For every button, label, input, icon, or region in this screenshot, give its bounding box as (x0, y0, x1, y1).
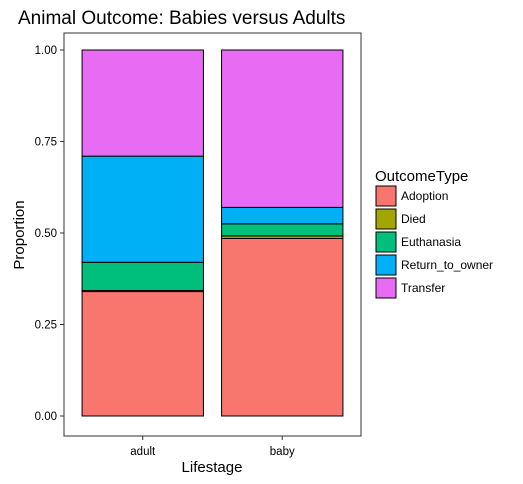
legend-key-return-to-owner (376, 255, 396, 275)
legend-title: OutcomeType (375, 168, 468, 185)
y-tick-label: 1.00 (35, 45, 57, 57)
x-tick-label: baby (270, 446, 295, 458)
legend-label: Transfer (401, 281, 445, 295)
legend-label: Return_to_owner (401, 258, 493, 272)
bar-segment-adult-transfer (82, 50, 203, 156)
bar-segment-baby-transfer (222, 50, 343, 207)
legend-key-died (376, 209, 396, 229)
bar-segment-baby-euthanasia (222, 224, 343, 236)
legend-label: Euthanasia (401, 235, 461, 249)
legend-key-adoption (376, 186, 396, 206)
chart-title: Animal Outcome: Babies versus Adults (18, 8, 345, 29)
bar-segment-adult-return-to-owner (82, 156, 203, 262)
y-axis: 0.00 0.25 0.50 0.75 1.00 (35, 45, 64, 423)
x-axis-title: Lifestage (182, 459, 243, 476)
x-axis: adult baby (130, 436, 295, 458)
x-tick-label: adult (130, 446, 156, 458)
bar-segment-adult-adoption (82, 292, 203, 416)
y-tick-label: 0.25 (35, 320, 57, 332)
y-axis-title: Proportion (11, 200, 28, 269)
y-tick-label: 0.00 (35, 411, 57, 423)
legend: OutcomeType Adoption Died Euthanasia Return… (375, 168, 493, 298)
bars (82, 50, 343, 416)
legend-label: Died (401, 212, 426, 226)
legend-label: Adoption (401, 189, 448, 203)
y-tick-label: 0.50 (35, 228, 57, 240)
bar-segment-adult-euthanasia (82, 262, 203, 290)
bar-segment-baby-return-to-owner (222, 207, 343, 223)
bar-segment-baby-adoption (222, 238, 343, 416)
legend-key-euthanasia (376, 232, 396, 252)
legend-key-transfer (376, 278, 396, 298)
y-tick-label: 0.75 (35, 137, 57, 149)
